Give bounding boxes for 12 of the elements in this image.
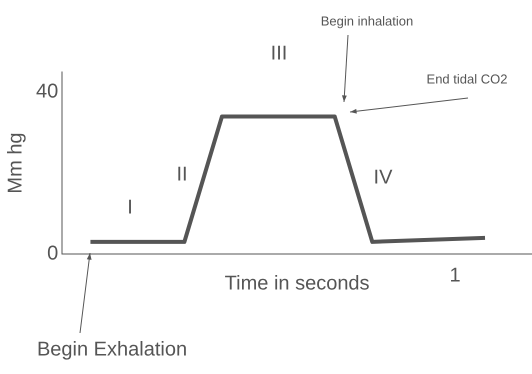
text: 1 — [449, 264, 461, 287]
y-axis-title: Mm hg — [4, 132, 27, 194]
annotation: II — [176, 164, 188, 186]
annotation: End tidal CO2 — [426, 72, 508, 87]
text: Begin inhalation — [320, 14, 414, 29]
x-axis-title: Time in seconds — [224, 272, 370, 295]
annotation: I — [127, 196, 133, 219]
text: III — [270, 42, 288, 65]
y-tick-label: 0 — [47, 242, 58, 265]
annotation: IV — [374, 166, 394, 189]
y-tick-label: 40 — [36, 80, 58, 103]
text: Begin Exhalation — [36, 338, 188, 361]
